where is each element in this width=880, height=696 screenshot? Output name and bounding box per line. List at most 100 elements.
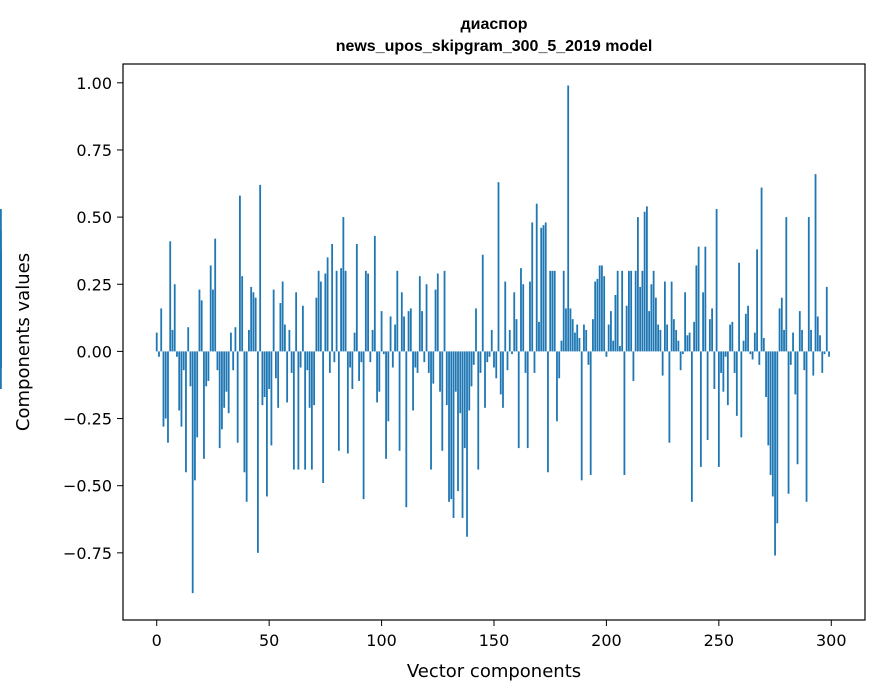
bar	[484, 351, 486, 408]
bar	[158, 351, 160, 357]
bar	[252, 292, 255, 352]
x-tick-label: 200	[591, 631, 622, 650]
bar	[780, 297, 783, 352]
bar	[326, 257, 329, 352]
bar	[344, 270, 347, 352]
bar	[340, 268, 342, 352]
bar	[639, 286, 642, 352]
bar	[722, 351, 725, 392]
bar	[463, 351, 466, 449]
bar	[814, 174, 817, 352]
bar	[695, 265, 698, 352]
bar	[533, 351, 536, 373]
bar	[380, 311, 383, 352]
bar	[200, 300, 203, 352]
bar	[248, 329, 250, 352]
y-tick-label: 0.25	[76, 275, 112, 294]
bar	[823, 351, 826, 355]
bar	[720, 351, 722, 373]
bar	[760, 187, 763, 352]
bar	[448, 351, 450, 502]
bar	[378, 351, 381, 392]
bar	[425, 284, 428, 352]
bar	[628, 270, 630, 352]
y-axis-ticks: −0.75 −0.50 −0.25 0.00 0.25 0.50 0.75 1.00	[63, 74, 123, 563]
bar	[589, 351, 592, 475]
y-axis-label: Components values	[13, 253, 34, 431]
bar	[493, 351, 495, 368]
bar	[436, 273, 439, 352]
bar	[592, 319, 594, 352]
bar	[542, 225, 545, 352]
bar	[387, 351, 390, 422]
bar	[281, 281, 284, 352]
bar	[337, 351, 340, 451]
bar	[272, 289, 275, 352]
bar	[400, 292, 403, 352]
bar	[801, 329, 803, 352]
bar	[569, 308, 572, 352]
bar	[785, 217, 788, 352]
bar	[749, 351, 752, 355]
bar	[767, 351, 770, 446]
bar	[547, 351, 549, 473]
bar	[371, 329, 374, 352]
bar	[715, 209, 718, 352]
bar	[810, 329, 812, 352]
bar	[155, 332, 158, 352]
bar	[434, 289, 437, 352]
bar	[236, 351, 239, 443]
bar	[297, 351, 300, 470]
bar	[731, 321, 734, 352]
bar	[488, 351, 491, 357]
bar	[657, 324, 660, 352]
bar	[812, 351, 815, 376]
bar	[290, 351, 293, 373]
bar	[610, 311, 612, 352]
bar	[0, 351, 2, 389]
bar	[520, 268, 522, 352]
bars-group	[0, 85, 830, 594]
bar	[713, 351, 716, 389]
bar	[504, 281, 507, 352]
bar	[758, 351, 761, 365]
bar	[232, 351, 235, 371]
bar	[452, 351, 455, 518]
bar	[333, 351, 336, 363]
bar	[472, 351, 475, 365]
bar	[726, 351, 729, 406]
bar	[562, 270, 565, 352]
bar	[212, 289, 214, 352]
bar	[0, 351, 2, 368]
bar	[481, 254, 484, 352]
x-tick-label: 50	[259, 631, 279, 650]
bar	[646, 206, 648, 352]
bar	[508, 329, 511, 352]
bar	[427, 351, 430, 373]
bar	[792, 332, 794, 352]
bar	[169, 241, 172, 352]
bar	[807, 217, 810, 352]
bar	[0, 316, 2, 352]
bar	[540, 227, 543, 352]
bar	[178, 351, 181, 411]
bar	[351, 351, 354, 389]
bar	[355, 243, 358, 352]
bar	[416, 351, 419, 373]
x-axis-ticks: 0 50 100 150 200 250 300	[152, 620, 847, 650]
bar	[450, 351, 453, 500]
bar	[319, 281, 322, 352]
bar	[441, 351, 444, 451]
bar	[241, 276, 244, 352]
bar	[798, 311, 801, 352]
bar	[605, 351, 608, 357]
bar	[346, 351, 349, 454]
bar	[227, 351, 230, 414]
bar	[690, 351, 693, 502]
y-tick-label: 0.00	[76, 342, 112, 361]
bar	[409, 308, 412, 352]
bar	[470, 351, 473, 387]
bar	[385, 351, 387, 459]
bar	[522, 284, 525, 352]
